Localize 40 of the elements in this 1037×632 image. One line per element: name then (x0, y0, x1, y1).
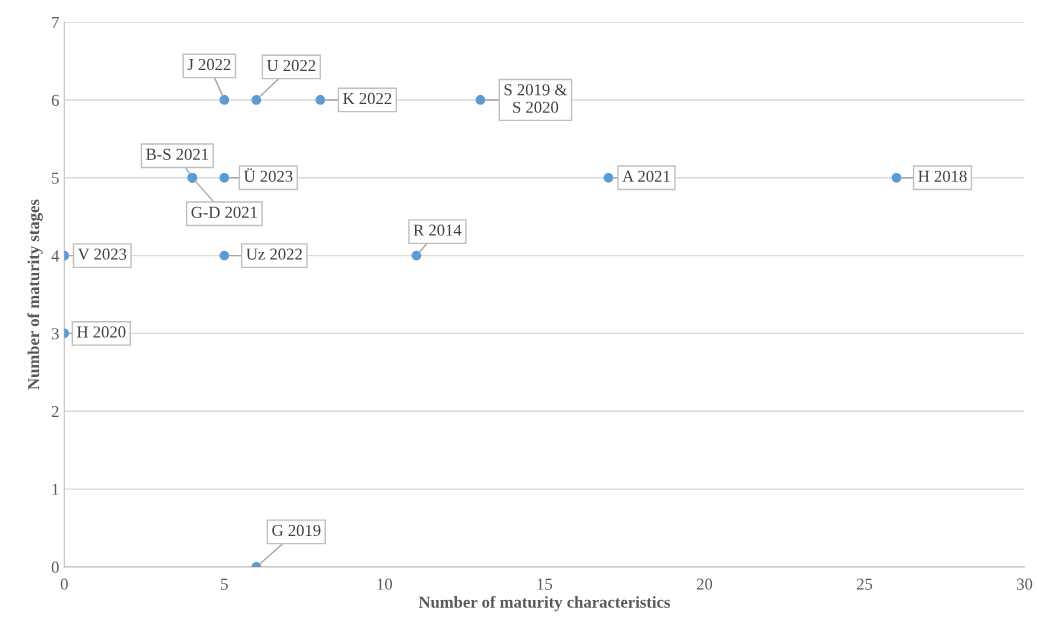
x-tick-label: 10 (377, 578, 393, 590)
annotation: B-S 2021 (146, 148, 209, 160)
x-tick-label: 20 (696, 578, 713, 590)
x-tick-label: 30 (1017, 578, 1033, 590)
point (315, 95, 326, 105)
annotation: R 2014 (413, 224, 462, 236)
point (891, 172, 902, 183)
annotation: H 2018 (918, 170, 967, 182)
y-tick-label: 3 (51, 328, 59, 340)
x-tick-label: 0 (60, 578, 68, 590)
point (219, 250, 230, 261)
x-tick-label: 25 (856, 578, 873, 590)
annotation: Ü 2023 (243, 168, 293, 182)
point (475, 95, 486, 105)
annotation: J 2022 (187, 58, 231, 71)
annotation: G-D 2021 (191, 206, 257, 218)
annotation: A 2021 (622, 170, 670, 182)
x-tick-label: 5 (221, 578, 228, 590)
annotation: S 2019 & S 2020 (504, 84, 568, 113)
y-tick-label: 1 (52, 483, 59, 495)
y-tick-label: 4 (51, 250, 60, 262)
annotation: U 2022 (266, 59, 316, 72)
y-tick-label: 0 (51, 561, 59, 573)
y-tick-label: 5 (52, 172, 59, 184)
point (603, 172, 614, 183)
annotation: G 2019 (272, 524, 321, 537)
point (251, 95, 262, 105)
y-tick-label: 7 (52, 16, 59, 28)
point (411, 250, 422, 261)
annotation: V 2023 (77, 248, 127, 260)
annotation: Uz 2022 (246, 248, 302, 260)
point (219, 172, 230, 183)
y-tick-label: 6 (51, 94, 59, 106)
y-tick-label: 2 (51, 406, 59, 418)
y-axis-title: Number of maturity stages (27, 199, 43, 390)
point (219, 95, 230, 105)
x-tick-label: 15 (537, 578, 553, 590)
x-axis-title: Number of maturity characteristics (418, 595, 670, 612)
annotation: K 2022 (343, 92, 392, 105)
annotation: H 2020 (77, 326, 126, 338)
